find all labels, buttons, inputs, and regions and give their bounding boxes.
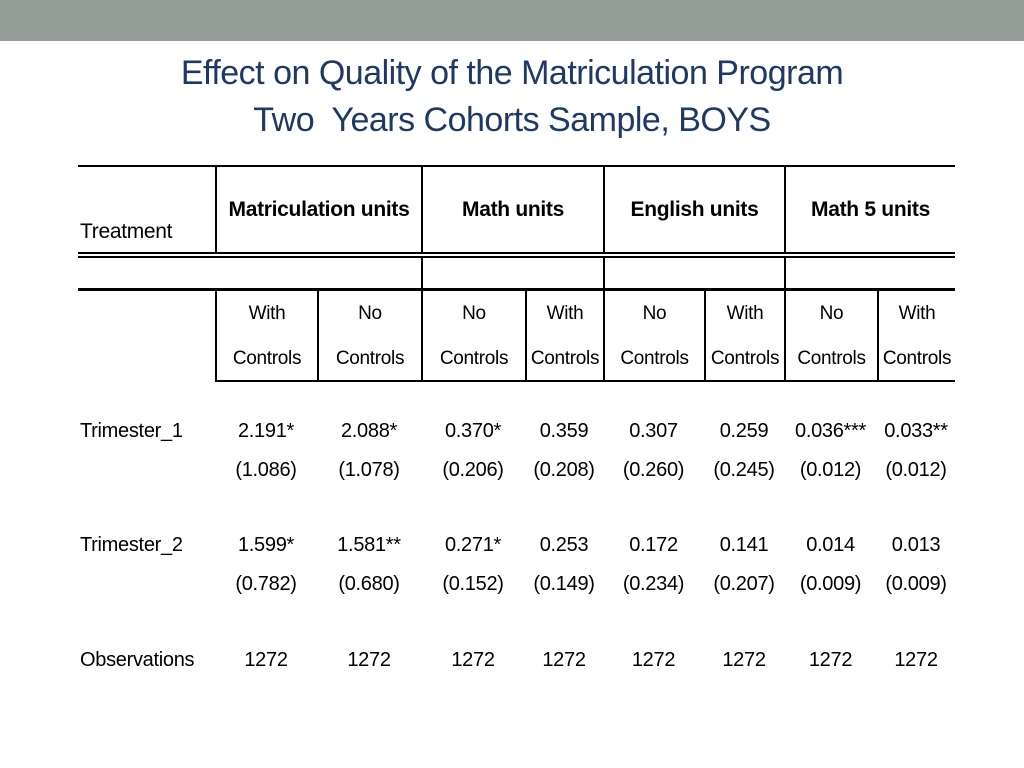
- subheader-line1: With: [726, 303, 764, 324]
- row-label: Trimester_1: [80, 420, 183, 442]
- slide-title-line1: Effect on Quality of the Matriculation P…: [180, 54, 844, 92]
- table-row-trimester2-coef: Trimester_2 1.599* 1.581** 0.271* 0.253 …: [78, 526, 955, 565]
- empty-cell: [603, 258, 784, 288]
- coef-cell: 0.036***: [795, 420, 866, 442]
- subheader-line1: No: [358, 303, 382, 324]
- group-header-math-units: Math units: [421, 167, 603, 252]
- subheader-line2: Controls: [620, 348, 689, 369]
- row-label: [78, 451, 215, 490]
- results-table: Treatment Matriculation units Math units…: [78, 165, 955, 680]
- obs-cell: 1272: [347, 649, 391, 671]
- subheader-matric-with-controls: With Controls: [215, 291, 317, 382]
- obs-cell: 1272: [631, 649, 676, 671]
- subheader-line1: No: [819, 303, 844, 324]
- obs-cell: 1272: [542, 649, 586, 671]
- coef-cell: 0.359: [539, 420, 589, 442]
- table-header-row: Treatment Matriculation units Math units…: [78, 165, 955, 258]
- row-label: Observations: [80, 649, 195, 671]
- coef-cell: 2.191*: [237, 420, 295, 442]
- empty-cell: [78, 291, 215, 382]
- group-header-math-5-units: Math 5 units: [784, 167, 955, 252]
- group-header-matriculation-units: Matriculation units: [215, 167, 421, 252]
- top-accent-band: [0, 0, 1024, 41]
- subheader-line2: Controls: [710, 348, 780, 369]
- subheader-line2: Controls: [882, 348, 952, 369]
- subheader-line1: With: [546, 303, 584, 324]
- empty-cell: [78, 258, 421, 288]
- subheader-math5-with-controls: With Controls: [877, 291, 955, 382]
- se-cell: (0.234): [622, 573, 685, 595]
- se-cell: (0.009): [885, 573, 947, 595]
- subheader-line2: Controls: [797, 348, 866, 369]
- se-cell: (0.207): [713, 573, 775, 595]
- se-cell: (0.152): [442, 573, 504, 595]
- coef-cell: 0.271*: [444, 534, 502, 556]
- obs-cell: 1272: [451, 649, 495, 671]
- subheader-math5-no-controls: No Controls: [784, 291, 877, 382]
- subheader-line2: Controls: [530, 348, 600, 369]
- se-cell: (0.245): [713, 459, 775, 481]
- empty-cell: [784, 258, 955, 288]
- subheader-line1: With: [898, 303, 936, 324]
- coef-cell: 0.141: [719, 534, 769, 556]
- se-cell: (0.782): [235, 573, 297, 595]
- group-header-english-units: English units: [603, 167, 784, 252]
- subheader-math-with-controls: With Controls: [525, 291, 603, 382]
- se-cell: (0.012): [885, 459, 947, 481]
- slide-title: Effect on Quality of the Matriculation P…: [0, 50, 1024, 144]
- slide-title-line2: Two Years Cohorts Sample, BOYS: [253, 101, 771, 139]
- table-subheader-row: With Controls No Controls No Controls Wi…: [78, 291, 955, 382]
- obs-cell: 1272: [722, 649, 766, 671]
- coef-cell: 0.172: [629, 534, 678, 556]
- se-cell: (0.009): [799, 573, 862, 595]
- subheader-math-no-controls: No Controls: [421, 291, 525, 382]
- se-cell: (0.680): [338, 573, 400, 595]
- subheader-line1: No: [642, 303, 667, 324]
- subheader-line1: With: [248, 303, 286, 324]
- subheader-english-with-controls: With Controls: [704, 291, 784, 382]
- coef-cell: 1.581**: [337, 534, 401, 556]
- coef-cell: 0.370*: [444, 420, 502, 442]
- subheader-line2: Controls: [439, 348, 509, 369]
- coef-cell: 0.033**: [884, 420, 948, 442]
- table-empty-row: [78, 258, 955, 291]
- obs-cell: 1272: [808, 649, 853, 671]
- spacer: [78, 490, 955, 526]
- se-cell: (0.260): [622, 459, 685, 481]
- coef-cell: 1.599*: [237, 534, 295, 556]
- coef-cell: 0.259: [719, 420, 769, 442]
- row-header-treatment: Treatment: [80, 220, 173, 243]
- row-label: [78, 565, 215, 604]
- row-label: Trimester_2: [80, 534, 183, 556]
- table-row-trimester2-se: (0.782) (0.680) (0.152) (0.149) (0.234) …: [78, 565, 955, 604]
- se-cell: (0.206): [442, 459, 504, 481]
- se-cell: (0.012): [799, 459, 862, 481]
- empty-cell: [421, 258, 603, 288]
- subheader-english-no-controls: No Controls: [603, 291, 704, 382]
- subheader-line2: Controls: [232, 348, 302, 369]
- coef-cell: 0.307: [629, 420, 678, 442]
- coef-cell: 2.088*: [340, 420, 398, 442]
- coef-cell: 0.014: [806, 534, 855, 556]
- table-row-trimester1-coef: Trimester_1 2.191* 2.088* 0.370* 0.359 0…: [78, 412, 955, 451]
- se-cell: (1.078): [338, 459, 400, 481]
- obs-cell: 1272: [244, 649, 288, 671]
- subheader-matric-no-controls: No Controls: [317, 291, 421, 382]
- subheader-line1: No: [462, 303, 486, 324]
- coef-cell: 0.253: [539, 534, 589, 556]
- subheader-line2: Controls: [335, 348, 405, 369]
- coef-cell: 0.013: [891, 534, 941, 556]
- obs-cell: 1272: [894, 649, 938, 671]
- table-row-trimester1-se: (1.086) (1.078) (0.206) (0.208) (0.260) …: [78, 451, 955, 490]
- spacer: [78, 382, 955, 412]
- se-cell: (0.208): [533, 459, 595, 481]
- spacer: [78, 604, 955, 641]
- table-row-observations: Observations 1272 1272 1272 1272 1272 12…: [78, 641, 955, 680]
- se-cell: (0.149): [533, 573, 595, 595]
- se-cell: (1.086): [235, 459, 297, 481]
